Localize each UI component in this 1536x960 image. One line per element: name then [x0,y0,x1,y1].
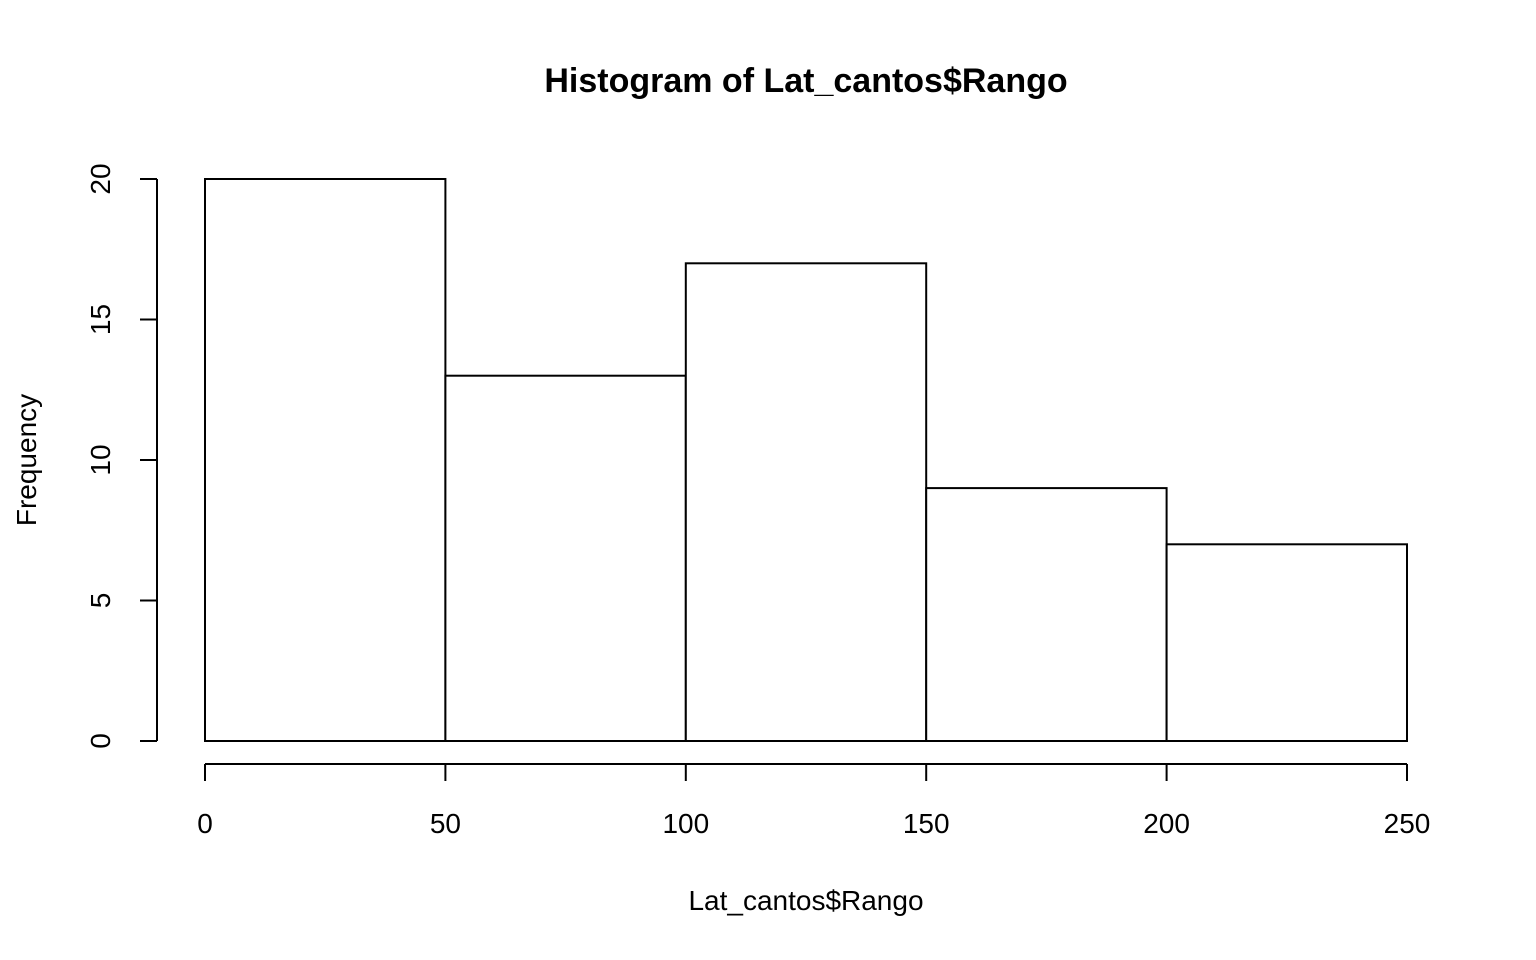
histogram-bar-2 [684,262,928,742]
y-tick-label-3: 15 [85,304,116,335]
x-tick-label-4: 200 [1143,808,1190,839]
y-tick-label-4: 20 [85,163,116,194]
y-tick-label-1: 5 [85,593,116,609]
x-tick-label-3: 150 [903,808,950,839]
histogram-bar-0 [204,178,447,742]
histogram-bars [204,178,1408,742]
y-tick-label-0: 0 [85,733,116,749]
x-tick-label-1: 50 [430,808,461,839]
y-axis: 0 5 10 15 20 [85,163,158,749]
x-axis-label: Lat_cantos$Rango [688,885,923,916]
x-tick-label-2: 100 [662,808,709,839]
x-axis: 0 50 100 150 200 250 [197,763,1431,839]
y-tick-label-2: 10 [85,444,116,475]
histogram-bar-4 [1165,543,1408,742]
histogram-bar-3 [925,487,1168,742]
chart-title: Histogram of Lat_cantos$Rango [544,62,1067,100]
x-tick-label-5: 250 [1384,808,1431,839]
x-tick-label-0: 0 [197,808,213,839]
histogram-bar-1 [444,374,687,742]
y-axis-label: Frequency [11,394,42,526]
